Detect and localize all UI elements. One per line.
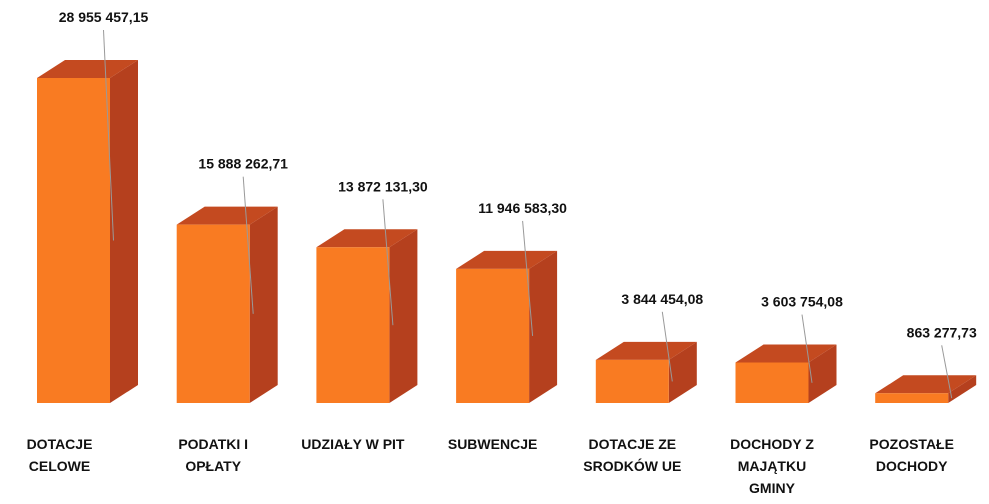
x-tick-label: DOCHODY Z MAJĄTKU GMINY xyxy=(730,436,814,496)
bar-side xyxy=(529,250,558,403)
data-label: 863 277,73 xyxy=(907,324,977,340)
leader-line xyxy=(522,220,534,336)
bar-side xyxy=(808,344,837,403)
bar-top xyxy=(875,375,977,394)
leader-line xyxy=(382,199,394,326)
bar-side xyxy=(668,341,697,403)
x-tick-label: SUBWENCJE xyxy=(447,436,538,452)
bar-front xyxy=(316,247,390,403)
data-label: 15 888 262,71 xyxy=(198,156,288,172)
bar xyxy=(37,60,138,403)
x-tick-label: DOTACJE CELOWE xyxy=(26,436,93,474)
leader-line xyxy=(941,345,953,399)
bar-front xyxy=(875,393,949,403)
bar xyxy=(316,229,418,403)
leader-line xyxy=(103,29,114,241)
data-label: 11 946 583,30 xyxy=(478,200,567,216)
leader-line xyxy=(801,314,813,383)
bar-top xyxy=(456,250,558,269)
bar-top xyxy=(735,344,837,363)
leader-line xyxy=(242,176,254,314)
data-label: 3 603 754,08 xyxy=(761,294,843,310)
bar-front xyxy=(456,268,530,403)
bar-top xyxy=(176,206,278,225)
bar xyxy=(456,250,558,403)
bar-side xyxy=(110,60,138,403)
x-tick-label: POZOSTAŁE DOCHODY xyxy=(869,436,954,474)
data-label: 3 844 454,08 xyxy=(621,291,703,307)
bar-top xyxy=(316,229,418,248)
x-tick-label: PODATKI I OPŁATY xyxy=(178,436,249,474)
bar xyxy=(176,206,278,403)
bar-side xyxy=(948,375,977,403)
bar-side xyxy=(249,206,278,403)
bar xyxy=(875,375,977,403)
bar-front xyxy=(735,362,809,403)
leader-line xyxy=(661,311,673,382)
bar xyxy=(595,341,697,403)
x-tick-label: UDZIAŁY W PIT xyxy=(301,436,405,452)
bar-front xyxy=(595,359,669,403)
data-label: 28 955 457,15 xyxy=(59,9,149,25)
bar xyxy=(735,344,837,403)
bar-front xyxy=(37,78,110,403)
bar-top xyxy=(595,341,697,360)
bar-side xyxy=(389,229,418,403)
bar-top xyxy=(37,60,138,78)
data-label: 13 872 131,30 xyxy=(338,178,428,194)
x-tick-label: DOTACJE ZE SRODKÓW UE xyxy=(583,436,682,474)
bar-front xyxy=(176,224,250,403)
